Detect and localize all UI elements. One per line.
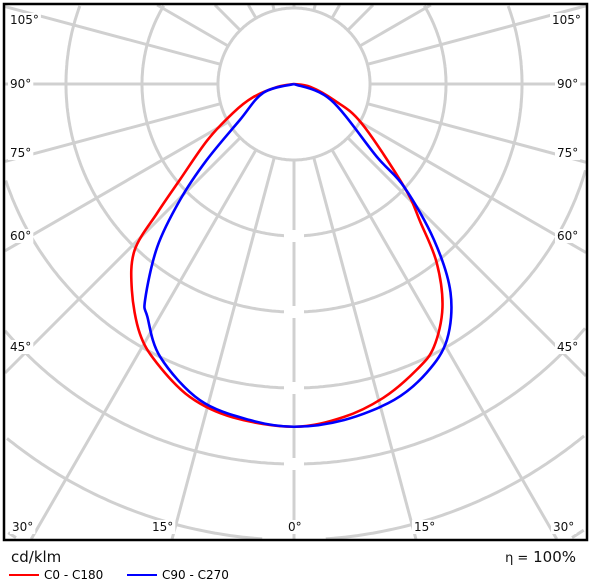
tick-left-105: 105° — [10, 13, 39, 27]
ring-label-gap — [284, 382, 304, 394]
radial-gridline — [346, 136, 588, 378]
efficiency-label: η = 100% — [505, 548, 576, 566]
chart-frame — [2, 2, 589, 542]
curve-c90-c270 — [143, 82, 453, 429]
legend-item-c90-c270: C90 - C270 — [127, 568, 229, 582]
tick-right-75: 75° — [557, 146, 578, 160]
tick-left-75: 75° — [10, 146, 31, 160]
ring-label-gap — [284, 230, 304, 242]
radial-gridline — [3, 136, 242, 375]
tick-label-bg — [412, 520, 438, 534]
radial-gridline — [213, 3, 242, 32]
tick-label-bg — [150, 520, 176, 534]
ring-label-gap — [284, 458, 304, 470]
tick-right-45: 45° — [557, 340, 578, 354]
radial-gridline — [367, 4, 587, 66]
tick-label-bg — [286, 520, 304, 534]
ring-gridline — [3, 327, 587, 466]
radial-gridline — [359, 3, 432, 48]
tick-bottom-30-left: 30° — [12, 520, 33, 534]
tick-left-60: 60° — [10, 229, 31, 243]
legend-label: C90 - C270 — [162, 568, 229, 582]
tick-left-45: 45° — [10, 340, 31, 354]
efficiency-symbol: η = — [505, 551, 529, 566]
radial-gridline — [359, 120, 587, 254]
radial-gridline — [330, 4, 341, 19]
legend-swatch-blue — [127, 574, 157, 576]
radial-gridline — [312, 157, 418, 540]
ring-gridline — [140, 4, 448, 238]
tick-label-bg — [555, 146, 581, 160]
tick-label-bg — [550, 13, 583, 27]
radial-gridline — [4, 5, 221, 66]
tick-right-60: 60° — [557, 229, 578, 243]
radial-gridline — [4, 102, 221, 163]
tick-label-bg — [555, 340, 581, 354]
tick-bottom-15-right: 15° — [414, 520, 435, 534]
tick-label-bg — [551, 520, 577, 534]
ring-gridline — [7, 528, 585, 539]
ring-label-gap — [284, 306, 304, 318]
tick-label-bg — [555, 77, 581, 91]
legend-item-c0-c180: C0 - C180 — [9, 568, 103, 582]
tick-label-bg — [8, 229, 34, 243]
tick-label-bg — [8, 13, 41, 27]
legend-label: C0 - C180 — [44, 568, 104, 582]
tick-right-90: 90° — [557, 77, 578, 91]
ring-gridline — [6, 434, 586, 541]
radial-gridline — [367, 102, 587, 164]
curves — [129, 82, 453, 429]
tick-label-bg — [8, 77, 34, 91]
tick-bottom-30-right: 30° — [553, 520, 574, 534]
radial-gridline — [156, 3, 229, 48]
tick-bottom-15-left: 15° — [152, 520, 173, 534]
legend-swatch-red — [9, 574, 39, 576]
unit-label: cd/klm — [11, 548, 62, 566]
tick-label-bg — [10, 520, 36, 534]
tick-label-bg — [555, 229, 581, 243]
tick-right-105: 105° — [552, 13, 581, 27]
radial-gridline — [170, 157, 276, 540]
radial-gridline — [346, 3, 375, 32]
angle-ticks: 105° 90° 75° 60° 45° 30° 15° 0° 15° 30° … — [8, 13, 583, 534]
tick-left-90: 90° — [10, 77, 31, 91]
tick-label-bg — [8, 340, 34, 354]
tick-label-bg — [8, 146, 34, 160]
ring-gridline — [64, 5, 524, 314]
curve-c0-c180 — [129, 82, 444, 429]
radial-gridline — [247, 4, 258, 19]
radial-gridline — [4, 120, 229, 253]
tick-bottom-0: 0° — [288, 520, 302, 534]
efficiency-value: 100% — [533, 548, 576, 566]
